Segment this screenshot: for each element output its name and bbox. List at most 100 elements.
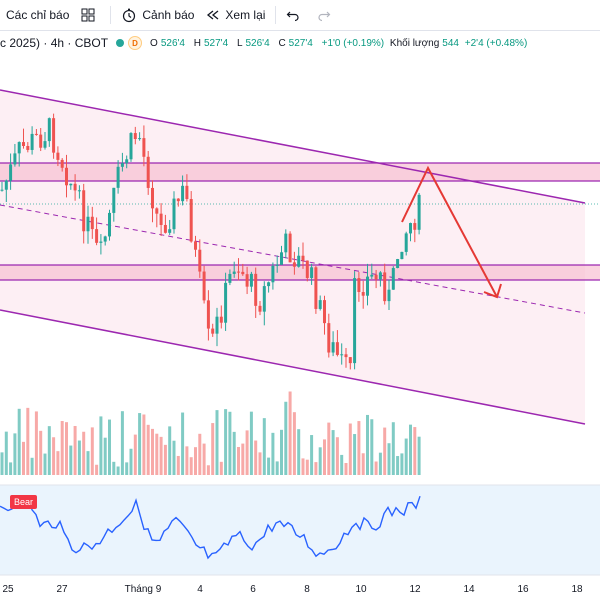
volume-bar xyxy=(391,422,395,475)
volume-bar xyxy=(206,465,210,475)
volume-bar xyxy=(22,441,25,475)
candle-body xyxy=(280,252,283,265)
volume-bar xyxy=(267,457,271,475)
candle-body xyxy=(335,342,339,355)
volume-bar xyxy=(99,416,103,475)
candle-body xyxy=(65,167,68,186)
volume-bar xyxy=(155,433,159,475)
candle-body xyxy=(396,259,400,269)
volume-bar xyxy=(95,464,99,475)
candle-body xyxy=(275,264,279,266)
volume-bar xyxy=(168,426,172,475)
time-axis-label: 25 xyxy=(2,584,14,595)
candle-body xyxy=(310,267,314,278)
candle-body xyxy=(417,194,421,230)
volume-bar xyxy=(297,429,301,475)
volume-bar xyxy=(327,422,331,475)
channel-median-line[interactable] xyxy=(0,204,586,314)
time-axis-label: 18 xyxy=(571,584,583,595)
candle-body xyxy=(13,153,17,165)
candle-body xyxy=(151,187,154,209)
volume-bar xyxy=(73,425,77,475)
volume-bar xyxy=(77,440,81,475)
candle-body xyxy=(39,134,43,148)
candle-body xyxy=(26,145,30,150)
indicators-button[interactable]: Các chỉ báo xyxy=(0,0,75,30)
candle-body xyxy=(172,198,176,230)
volume-bar xyxy=(202,443,206,475)
candle-body xyxy=(318,300,322,309)
time-axis-label: 14 xyxy=(463,584,475,595)
volume-bar xyxy=(86,451,90,475)
volume-bar xyxy=(34,411,38,475)
candle-body xyxy=(112,187,116,213)
alerts-button[interactable]: Cảnh báo xyxy=(115,0,200,30)
redo-button[interactable] xyxy=(311,0,342,30)
volume-bar xyxy=(198,433,202,475)
grid-icon xyxy=(81,8,95,22)
volume-bar xyxy=(353,434,357,475)
candle-body xyxy=(159,213,163,225)
candle-body xyxy=(353,278,357,364)
candle-body xyxy=(391,268,395,290)
volume-bar xyxy=(288,391,292,475)
volume-bar xyxy=(116,466,120,475)
volume-bar xyxy=(417,436,421,475)
low-label: L xyxy=(236,37,243,49)
arrow-head-icon xyxy=(483,283,502,299)
candle-body xyxy=(52,118,56,153)
candle-body xyxy=(99,241,103,243)
time-axis-label: 16 xyxy=(517,584,529,595)
time-axis-label: Tháng 9 xyxy=(125,584,162,595)
candle-body xyxy=(348,357,352,364)
candle-body xyxy=(0,189,4,191)
support-zone[interactable] xyxy=(0,265,600,280)
channel-lower-line[interactable] xyxy=(0,309,586,425)
indicator-pane-background xyxy=(0,485,600,575)
undo-button[interactable] xyxy=(280,0,311,30)
candle-body xyxy=(47,118,51,142)
candle-body xyxy=(60,159,64,168)
time-axis-label: 10 xyxy=(355,584,367,595)
candle-body xyxy=(22,142,25,146)
candle-body xyxy=(366,276,369,296)
alerts-label: Cảnh báo xyxy=(142,8,195,22)
volume-bar xyxy=(370,419,374,475)
volume-bar xyxy=(17,408,21,475)
volume-bar xyxy=(344,462,348,475)
volume-bar xyxy=(159,436,163,475)
volume-bar xyxy=(254,440,258,475)
time-axis[interactable]: 25 27 Tháng 9 4 6 8 10 12 14 16 18 xyxy=(2,584,583,595)
volume-bar xyxy=(249,411,253,475)
volume-bar xyxy=(357,421,361,475)
volume-bar xyxy=(60,421,64,475)
data-delay-badge[interactable]: D xyxy=(128,36,143,50)
candle-body xyxy=(387,289,391,302)
replay-label: Xem lại xyxy=(225,8,266,22)
volume-bar xyxy=(13,433,17,475)
candle-body xyxy=(383,272,387,302)
candle-body xyxy=(120,163,124,167)
replay-button[interactable]: Xem lại xyxy=(200,0,271,30)
close-value: 527'4 xyxy=(288,37,313,49)
volume-bar xyxy=(301,458,305,475)
candle-body xyxy=(301,255,305,261)
bear-label: Bear xyxy=(10,495,38,509)
channel-fill xyxy=(0,90,585,424)
volume-bar xyxy=(90,427,94,475)
symbol-name[interactable]: c 2025) · 4h · CBOT xyxy=(0,36,109,50)
ohlc-values: O 526'4 H 527'4 L 526'4 C 527'4 +1'0 (+0.19%… xyxy=(150,38,530,49)
candle-body xyxy=(34,133,38,135)
projection-path[interactable] xyxy=(401,165,498,298)
channel-upper-line[interactable] xyxy=(0,89,586,204)
candle-body xyxy=(116,166,120,188)
candle-body xyxy=(314,267,318,309)
market-status-dot xyxy=(116,39,125,47)
volume-bar xyxy=(366,414,369,475)
candle-body xyxy=(374,274,378,280)
resistance-zone[interactable] xyxy=(0,163,600,181)
layout-button[interactable] xyxy=(75,0,106,30)
volume-bar xyxy=(172,440,176,475)
time-axis-label: 6 xyxy=(250,584,256,595)
